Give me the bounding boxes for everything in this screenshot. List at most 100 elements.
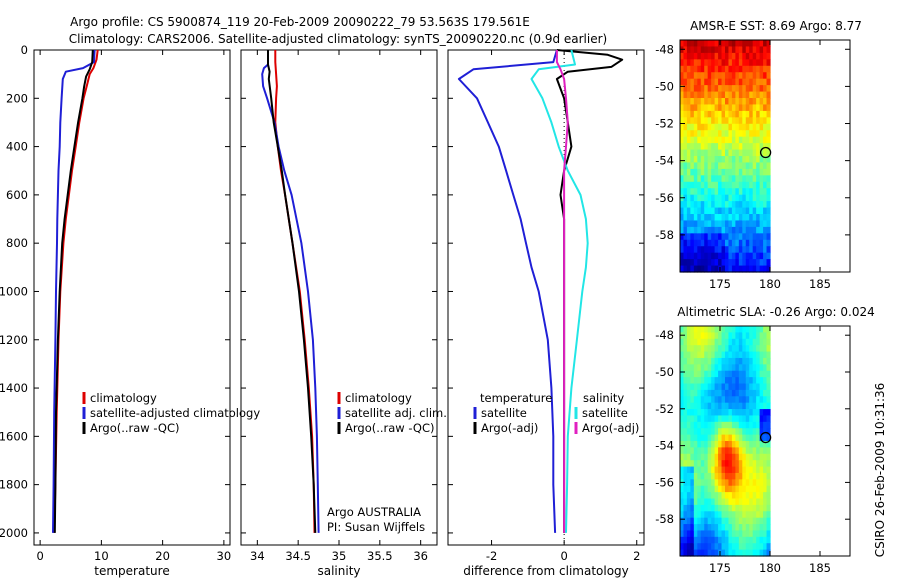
- heatmap-cell: [690, 156, 695, 164]
- heatmap-cell: [728, 246, 733, 254]
- heatmap-cell: [752, 252, 757, 260]
- heatmap-cell: [711, 46, 716, 54]
- heatmap-cell: [690, 351, 695, 359]
- heatmap-cell: [686, 492, 691, 500]
- heatmap-cell: [700, 252, 705, 260]
- heatmap-cell: [738, 434, 743, 442]
- heatmap-cell: [683, 530, 688, 538]
- heatmap-cell: [749, 65, 754, 73]
- heatmap-cell: [693, 345, 698, 353]
- heatmap-cell: [742, 332, 747, 340]
- heatmap-cell: [756, 428, 761, 436]
- heatmap-cell: [700, 175, 705, 183]
- heatmap-cell: [749, 332, 754, 340]
- heatmap-cell: [686, 428, 691, 436]
- heatmap-cell: [735, 402, 740, 410]
- heatmap-cell: [728, 201, 733, 209]
- heatmap-cell: [742, 434, 747, 442]
- heatmap-cell: [686, 175, 691, 183]
- heatmap-cell: [707, 428, 712, 436]
- heatmap-cell: [711, 143, 716, 151]
- heatmap-cell: [725, 130, 730, 138]
- heatmap-cell: [686, 259, 691, 267]
- heatmap-cell: [721, 524, 726, 532]
- heatmap-cell: [738, 168, 743, 176]
- heatmap-cell: [728, 181, 733, 189]
- x-tick-label: 10: [94, 549, 109, 563]
- heatmap-cell: [711, 530, 716, 538]
- heatmap-cell: [686, 149, 691, 157]
- heatmap-cell: [700, 65, 705, 73]
- heatmap-cell: [725, 123, 730, 131]
- heatmap-cell: [714, 201, 719, 209]
- heatmap-cell: [752, 52, 757, 60]
- x-axis-label: salinity: [317, 564, 360, 578]
- heatmap-cell: [721, 175, 726, 183]
- heatmap-cell: [742, 104, 747, 112]
- heatmap-cell: [735, 351, 740, 359]
- heatmap-cell: [735, 447, 740, 455]
- heatmap-cell: [766, 156, 771, 164]
- heatmap-cell: [745, 72, 750, 80]
- heatmap-cell: [731, 123, 736, 131]
- heatmap-cell: [759, 40, 764, 48]
- heatmap-cell: [752, 434, 757, 442]
- heatmap-cell: [690, 214, 695, 222]
- heatmap-cell: [714, 239, 719, 247]
- heatmap-cell: [728, 123, 733, 131]
- heatmap-cell: [714, 175, 719, 183]
- heatmap-cell: [735, 472, 740, 480]
- heatmap-cell: [721, 110, 726, 118]
- heatmap-cell: [686, 377, 691, 385]
- heatmap-cell: [714, 530, 719, 538]
- heatmap-cell: [749, 326, 754, 333]
- heatmap-cell: [697, 441, 702, 448]
- heatmap-cell: [683, 220, 688, 228]
- heatmap-cell: [711, 434, 716, 442]
- heatmap-cell: [683, 214, 688, 222]
- heatmap-cell: [728, 265, 733, 273]
- heatmap-cell: [721, 345, 726, 353]
- heatmap-cell: [680, 441, 685, 448]
- heatmap-cell: [752, 214, 757, 222]
- heatmap-cell: [704, 72, 709, 80]
- heatmap-cell: [763, 168, 768, 176]
- heatmap-cell: [752, 351, 757, 359]
- heatmap-cell: [759, 239, 764, 247]
- heatmap-cell: [714, 226, 719, 234]
- heatmap-cell: [752, 338, 757, 346]
- heatmap-cell: [718, 402, 723, 410]
- heatmap-cell: [707, 123, 712, 131]
- heatmap-cell: [683, 549, 688, 557]
- heatmap-cell: [735, 85, 740, 93]
- heatmap-cell: [745, 428, 750, 436]
- heatmap-cell: [756, 536, 761, 544]
- heatmap-cell: [686, 85, 691, 93]
- heatmap-cell: [680, 175, 685, 183]
- heatmap-cell: [680, 259, 685, 267]
- heatmap-cell: [728, 239, 733, 247]
- heatmap-cell: [683, 72, 688, 80]
- heatmap-cell: [728, 389, 733, 397]
- heatmap-cell: [759, 72, 764, 80]
- heatmap-cell: [680, 265, 685, 273]
- heatmap-cell: [690, 117, 695, 125]
- heatmap-cell: [742, 85, 747, 93]
- heatmap-cell: [735, 364, 740, 372]
- heatmap-cell: [728, 517, 733, 525]
- heatmap-cell: [707, 511, 712, 519]
- heatmap-cell: [725, 72, 730, 80]
- heatmap-cell: [718, 181, 723, 189]
- heatmap-cell: [749, 181, 754, 189]
- heatmap-cell: [742, 338, 747, 346]
- heatmap-cell: [763, 246, 768, 254]
- heatmap-cell: [749, 246, 754, 254]
- heatmap-cell: [686, 536, 691, 544]
- heatmap-cell: [686, 447, 691, 455]
- heatmap-cell: [766, 98, 771, 106]
- heatmap-cell: [749, 543, 754, 551]
- heatmap-cell: [704, 259, 709, 267]
- heatmap-cell: [707, 357, 712, 365]
- heatmap-cell: [735, 59, 740, 67]
- heatmap-cell: [711, 517, 716, 525]
